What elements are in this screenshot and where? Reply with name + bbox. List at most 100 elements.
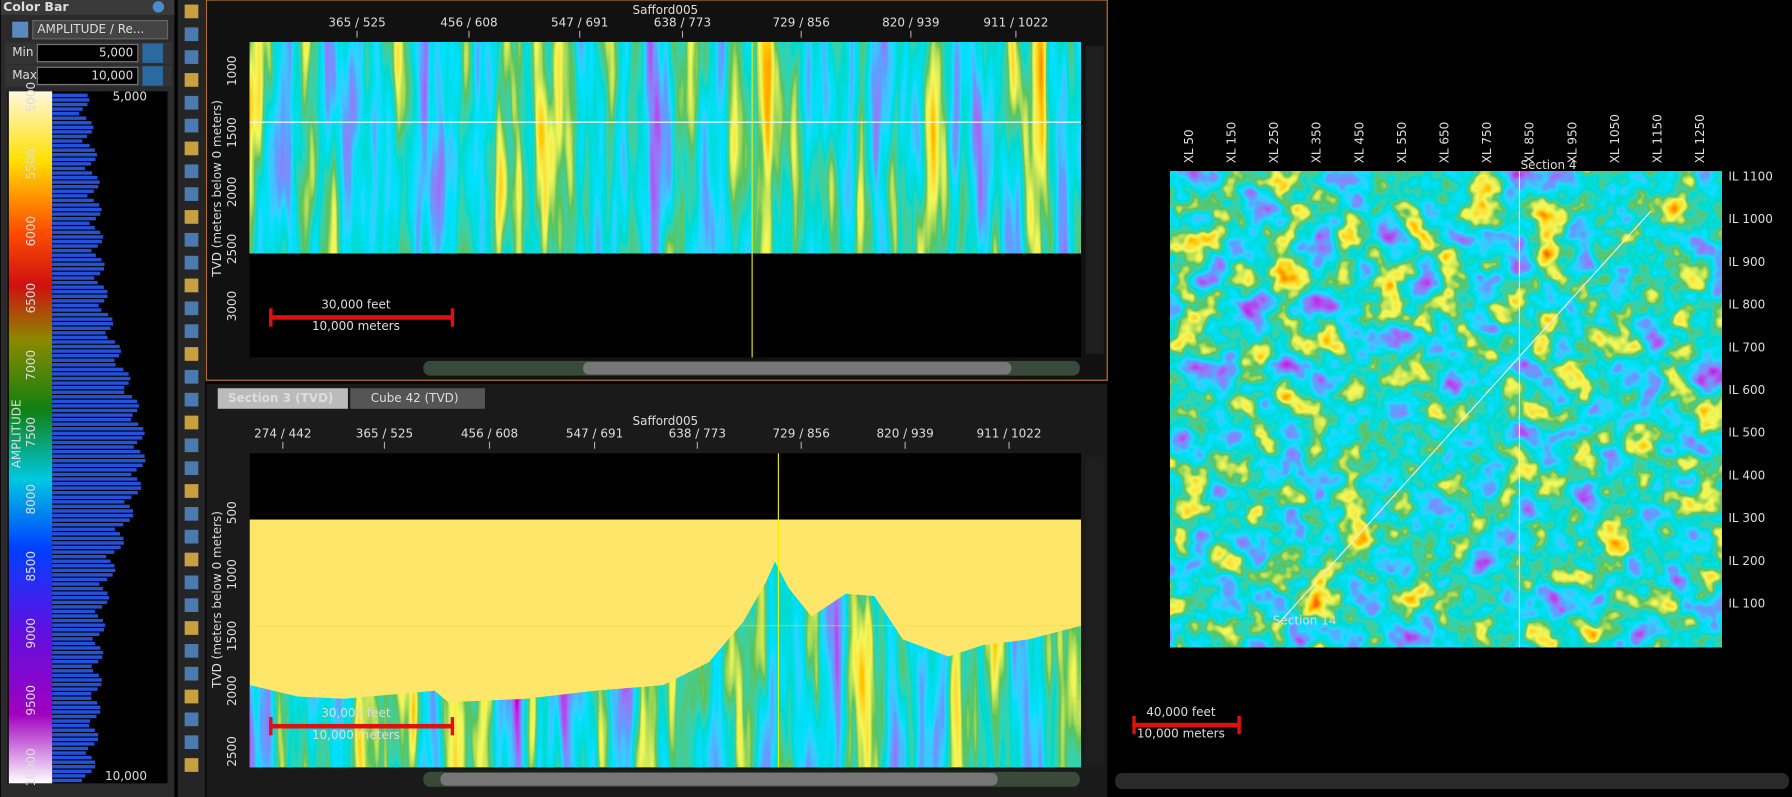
tool-button[interactable] [184, 141, 199, 156]
tool-button[interactable] [184, 392, 199, 407]
y-title: TVD (meters below 0 meters) [210, 511, 224, 689]
bottom-zoom-slider[interactable] [1085, 456, 1104, 766]
tool-button[interactable] [184, 621, 199, 635]
x-label: 729 / 856 [773, 426, 830, 440]
x-label: 274 / 442 [254, 426, 311, 440]
il-label: IL 1000 [1728, 212, 1772, 226]
color-tick-label: 5500 [24, 149, 38, 179]
scale-feet: 30,000 feet [321, 706, 391, 720]
bottom-scroll-thumb[interactable] [440, 773, 998, 786]
histogram-bar [52, 353, 120, 358]
tool-button[interactable] [184, 415, 199, 430]
histogram-bar [52, 614, 98, 618]
top-zoom-slider[interactable] [1085, 45, 1104, 354]
color-tick-label: 5000 [24, 82, 38, 112]
tool-button[interactable] [184, 301, 199, 316]
tool-button[interactable] [184, 666, 199, 681]
tool-button[interactable] [184, 232, 199, 247]
section-label: Section 4 [1521, 158, 1577, 172]
max-reset[interactable] [142, 66, 163, 86]
top-scroll-thumb[interactable] [583, 361, 1012, 375]
histogram-bar [52, 413, 133, 417]
tool-button[interactable] [184, 689, 199, 704]
tool-button[interactable] [184, 27, 199, 42]
tool-button[interactable] [184, 73, 199, 87]
histogram-bar [52, 194, 88, 198]
scale-meters: 10,000 meters [312, 728, 400, 742]
tool-button[interactable] [184, 278, 199, 293]
histogram-bar [52, 609, 95, 614]
attribute-dropdown[interactable] [32, 19, 169, 40]
tool-button[interactable] [184, 255, 199, 270]
histogram-bar [52, 705, 101, 710]
histogram-bar [52, 166, 85, 171]
xl-label: XL 650 [1437, 122, 1451, 164]
tool-button[interactable] [184, 369, 199, 384]
attribute-icon[interactable] [12, 21, 29, 38]
histogram-bar [52, 691, 92, 696]
tool-button[interactable] [184, 187, 199, 201]
histogram-bar [52, 440, 138, 445]
tool-button[interactable] [184, 438, 199, 453]
histogram-bar [52, 600, 108, 605]
x-label: 911 / 1022 [977, 426, 1042, 440]
histogram-bar [52, 454, 145, 458]
histogram-bar [52, 116, 87, 120]
histogram-bar [52, 198, 94, 203]
help-button[interactable] [152, 1, 165, 13]
min-input[interactable] [36, 43, 139, 63]
xl-label: XL 850 [1523, 122, 1537, 164]
tool-button[interactable] [184, 118, 199, 133]
histogram-bar [52, 495, 132, 499]
tool-button[interactable] [184, 164, 199, 179]
tool-button[interactable] [184, 50, 199, 64]
histogram-bar [52, 212, 101, 216]
histogram-bar [52, 541, 124, 545]
tool-button[interactable] [184, 758, 199, 772]
tool-button[interactable] [184, 598, 199, 613]
histogram-bar [52, 728, 95, 732]
xl-label: XL 150 [1225, 122, 1239, 164]
tool-button[interactable] [184, 735, 199, 750]
tool-button[interactable] [184, 347, 199, 361]
xl-label: XL 350 [1310, 122, 1324, 164]
histogram-bar [52, 536, 124, 541]
section-line [1279, 210, 1652, 623]
histogram-bar [52, 481, 141, 486]
tool-button[interactable] [184, 324, 199, 338]
tool-button[interactable] [184, 4, 199, 19]
max-input[interactable] [36, 66, 139, 86]
tool-button[interactable] [184, 575, 199, 590]
scale-feet: 30,000 feet [321, 297, 391, 311]
map-scrollbar[interactable] [1115, 773, 1789, 790]
tool-button[interactable] [184, 529, 199, 544]
histogram-bar [52, 125, 94, 130]
tab[interactable] [350, 388, 485, 409]
histogram-bar [52, 687, 98, 691]
histogram-bar [52, 408, 138, 413]
tool-button[interactable] [184, 484, 199, 498]
histogram-bar [52, 175, 98, 180]
tool-button[interactable] [184, 461, 199, 476]
histogram-bar [52, 559, 111, 563]
color-tick-label: 9000 [24, 618, 38, 648]
tool-button[interactable] [184, 552, 199, 567]
histogram-bar [52, 550, 115, 554]
tab-active[interactable] [217, 388, 348, 409]
tool-button[interactable] [184, 95, 199, 110]
il-label: IL 800 [1728, 298, 1765, 312]
tool-button[interactable] [184, 712, 199, 727]
top-seismic [249, 42, 1081, 254]
xl-label: XL 1250 [1693, 114, 1707, 163]
min-reset[interactable] [142, 43, 163, 63]
histogram-bar [52, 285, 104, 289]
histogram-bar [52, 385, 125, 390]
tool-button[interactable] [184, 210, 199, 224]
histogram-bar [52, 632, 100, 637]
histogram-bar [52, 148, 95, 152]
x-label: 911 / 1022 [983, 15, 1048, 29]
y-tick-label: 1500 [225, 621, 239, 651]
tool-button[interactable] [184, 643, 199, 658]
tool-button[interactable] [184, 506, 199, 521]
histogram-bar [52, 742, 95, 746]
